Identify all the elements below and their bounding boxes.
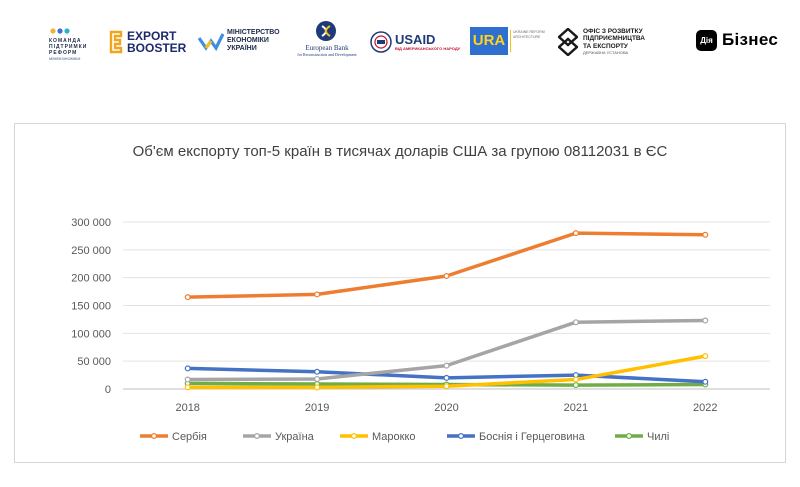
legend-label: Чилі xyxy=(647,431,669,443)
ura-sub: UKRAINE REFORM ARCHITECTURE xyxy=(510,30,546,52)
data-point xyxy=(184,384,191,391)
x-tick-label: 2018 xyxy=(175,402,199,414)
data-point xyxy=(702,317,709,324)
x-tick-label: 2019 xyxy=(305,402,329,414)
x-tick-label: 2021 xyxy=(564,402,588,414)
chart-container: Об'єм експорту топ-5 країн в тисячах дол… xyxy=(14,123,786,463)
export-booster-line2: BOOSTER xyxy=(127,41,187,55)
partner-logos: КОМАНДА ПІДТРИМКИ РЕФОРМ МІНЕКОНОМІКИ EX… xyxy=(0,0,800,90)
data-point xyxy=(184,365,191,372)
diia-mark: Дія xyxy=(696,29,717,51)
ministry-line1: МІНІСТЕРСТВО xyxy=(227,29,280,36)
series-lines xyxy=(184,230,709,391)
y-tick-label: 150 000 xyxy=(71,301,111,313)
y-tick-label: 300 000 xyxy=(71,217,111,229)
legend-label: Сербія xyxy=(172,431,207,443)
ebrd-line1: European Bank xyxy=(305,44,349,52)
data-point xyxy=(184,294,191,301)
office-sub: ДЕРЖАВНА УСТАНОВА xyxy=(583,50,629,56)
data-point xyxy=(702,378,709,385)
x-axis-ticks: 2018 2019 2020 2021 2022 xyxy=(175,402,717,414)
office-line3: ТА ЕКСПОРТУ xyxy=(583,42,628,50)
ebrd-line2: for Reconstruction and Development xyxy=(297,52,357,57)
data-point xyxy=(702,231,709,238)
reform-team-line2: ПІДТРИМКИ xyxy=(49,44,88,50)
chart-legend: Сербія Україна Марокко Боснія і Герцеговина… xyxy=(140,431,669,443)
ministry-line3: УКРАЇНИ xyxy=(227,45,257,52)
legend-marker xyxy=(625,433,632,440)
legend-label: Боснія і Герцеговина xyxy=(479,431,586,443)
office-line2: ПІДПРИЄМНИЦТВА xyxy=(583,35,645,43)
data-point xyxy=(443,272,450,279)
y-tick-label: 250 000 xyxy=(71,245,111,257)
usaid-logo: USAID ВІД АМЕРИКАНСЬКОГО НАРОДУ xyxy=(370,30,460,54)
ura-mark: URA xyxy=(470,27,508,55)
y-tick-label: 100 000 xyxy=(71,328,111,340)
data-point xyxy=(314,291,321,298)
ebrd-logo: European Bank for Reconstruction and Dev… xyxy=(292,20,362,65)
y-axis-ticks: 0 50 000 100 000 150 000 200 000 250 000 300 0… xyxy=(71,217,111,396)
diia-business-logo: Дія Бізнес xyxy=(696,29,778,51)
ministry-line2: ЕКОНОМІКИ xyxy=(227,37,269,44)
data-point xyxy=(572,319,579,326)
legend-marker xyxy=(458,433,465,440)
export-booster-line1: EXPORT xyxy=(127,29,177,43)
data-point xyxy=(443,374,450,381)
office-emblem-icon xyxy=(558,28,578,56)
ura-logo: URA UKRAINE REFORM ARCHITECTURE xyxy=(470,27,548,55)
data-point xyxy=(184,376,191,383)
data-point xyxy=(572,376,579,383)
data-point xyxy=(443,383,450,390)
reform-team-line1: КОМАНДА xyxy=(49,38,82,44)
data-point xyxy=(572,230,579,237)
data-point xyxy=(314,384,321,391)
legend-marker xyxy=(351,433,358,440)
y-tick-label: 50 000 xyxy=(77,356,111,368)
legend-label: Марокко xyxy=(372,431,416,443)
export-line-chart: Об'єм експорту топ-5 країн в тисячах дол… xyxy=(71,143,770,443)
office-line1: ОФІС З РОЗВИТКУ xyxy=(583,27,643,35)
data-point xyxy=(702,353,709,360)
x-tick-label: 2022 xyxy=(693,402,717,414)
x-tick-label: 2020 xyxy=(434,402,458,414)
data-point xyxy=(443,362,450,369)
reform-team-logo: КОМАНДА ПІДТРИМКИ РЕФОРМ МІНЕКОНОМІКИ xyxy=(45,26,105,64)
ebrd-emblem-icon xyxy=(316,21,336,41)
usaid-text: USAID xyxy=(395,32,436,47)
usaid-sub: ВІД АМЕРИКАНСЬКОГО НАРОДУ xyxy=(395,46,461,51)
export-booster-icon xyxy=(109,30,123,54)
reform-team-sub: МІНЕКОНОМІКИ xyxy=(49,56,81,61)
data-point xyxy=(572,382,579,389)
series-line xyxy=(187,231,706,299)
y-tick-label: 200 000 xyxy=(71,273,111,285)
chart-title: Об'єм експорту топ-5 країн в тисячах дол… xyxy=(133,143,668,160)
ministry-check-icon xyxy=(198,33,224,52)
reform-team-dots-icon xyxy=(50,28,70,34)
legend-marker xyxy=(151,433,158,440)
export-booster-logo: EXPORT BOOSTER xyxy=(108,28,186,56)
data-point xyxy=(314,375,321,382)
diia-business-text: Бізнес xyxy=(722,30,779,49)
legend-label: Україна xyxy=(275,431,315,443)
office-logo: ОФІС З РОЗВИТКУ ПІДПРИЄМНИЦТВА ТА ЕКСПОР… xyxy=(558,26,645,58)
data-point xyxy=(314,368,321,375)
ministry-logo: МІНІСТЕРСТВО ЕКОНОМІКИ УКРАЇНИ xyxy=(198,26,280,56)
usaid-seal-icon xyxy=(370,31,392,53)
reform-team-line3: РЕФОРМ xyxy=(49,50,78,56)
y-tick-label: 0 xyxy=(105,384,111,396)
legend-marker xyxy=(254,433,261,440)
